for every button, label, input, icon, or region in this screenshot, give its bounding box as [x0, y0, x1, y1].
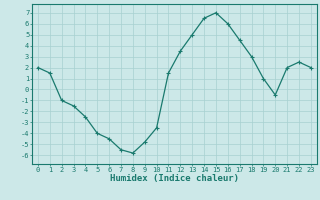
X-axis label: Humidex (Indice chaleur): Humidex (Indice chaleur)	[110, 174, 239, 183]
